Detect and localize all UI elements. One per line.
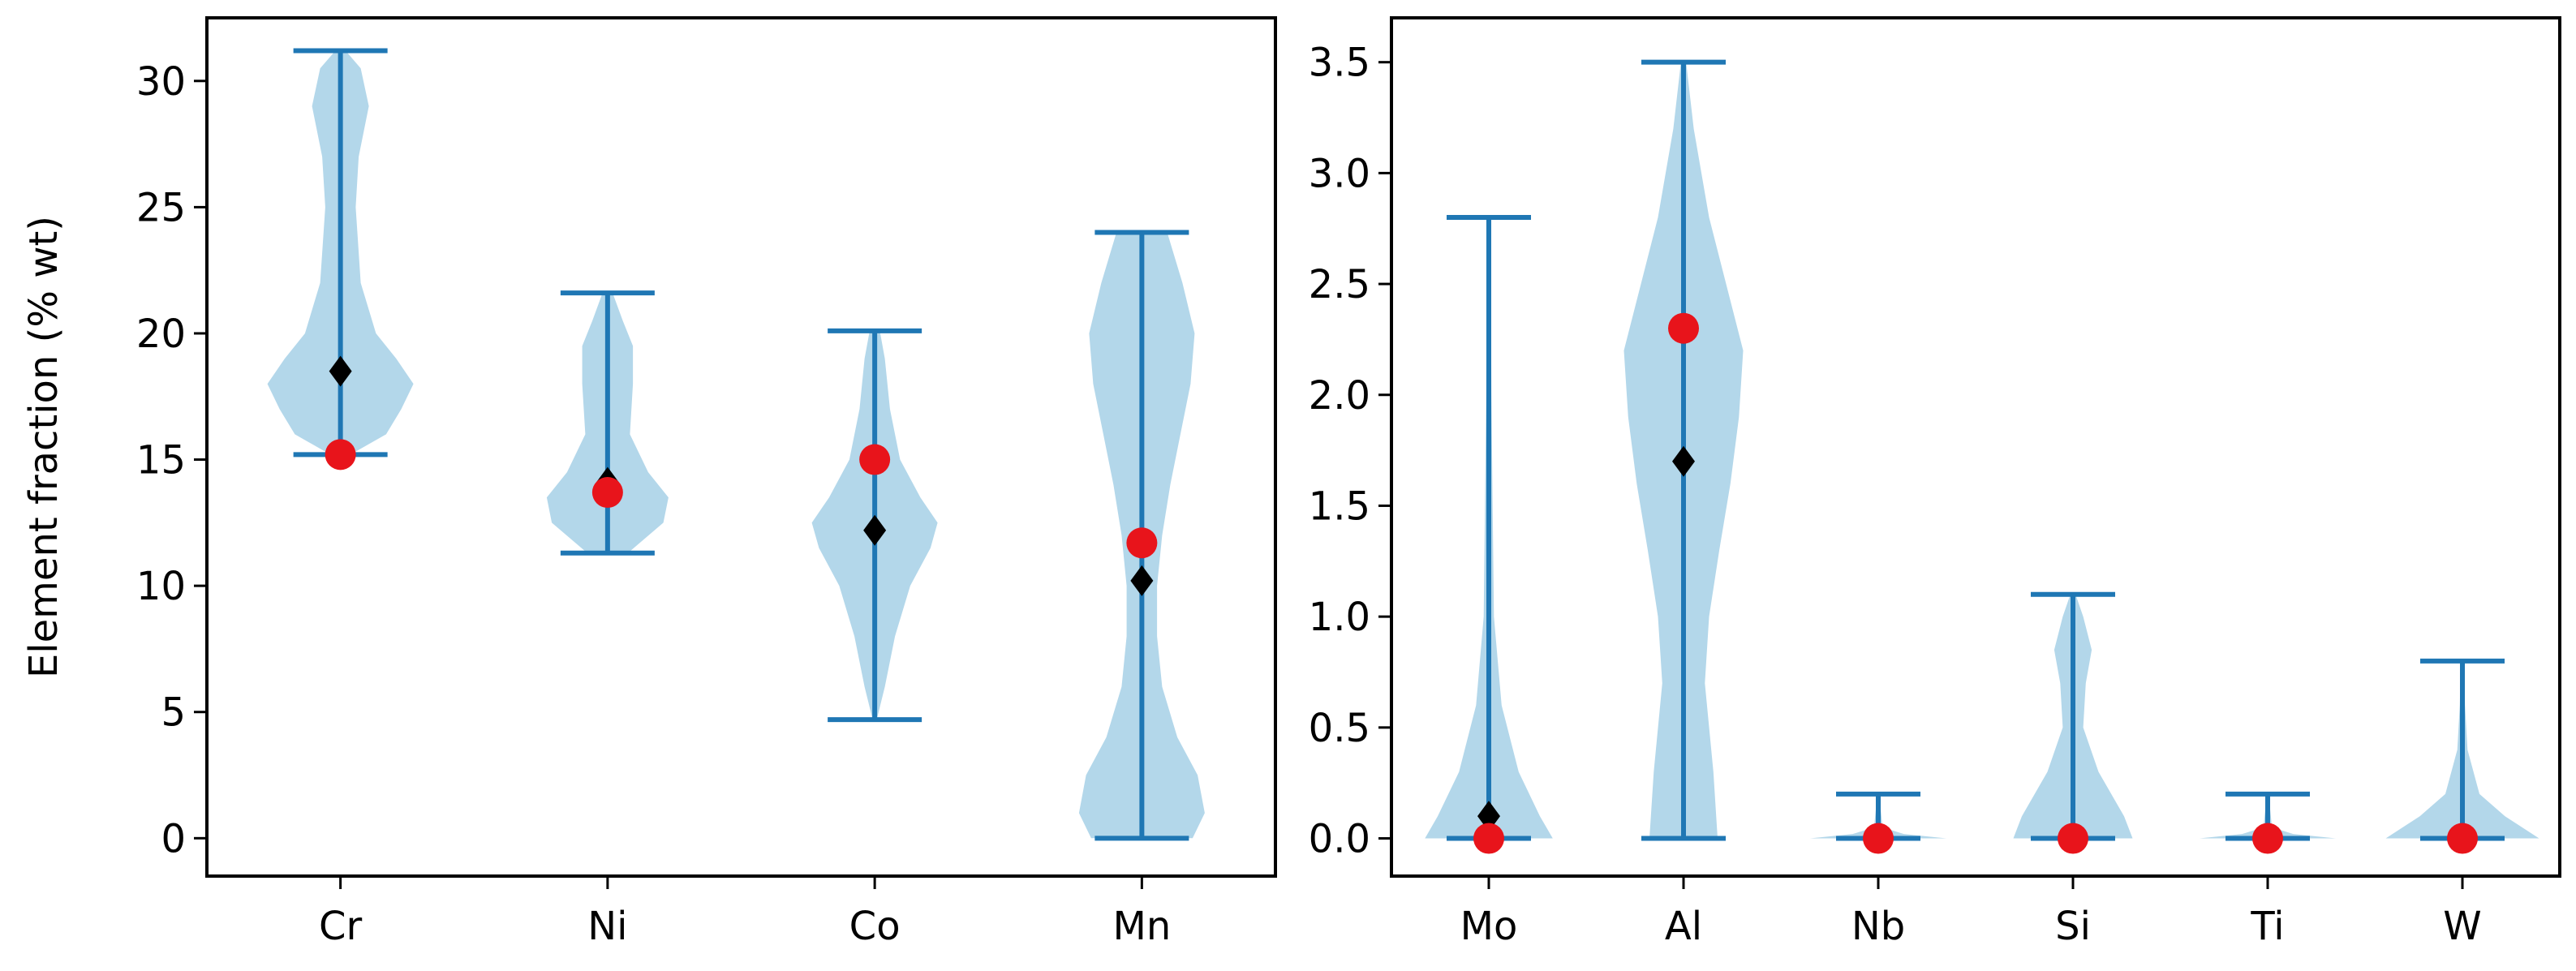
right-ytick-label: 3.0 xyxy=(1309,151,1370,196)
left-ytick-label: 10 xyxy=(136,564,186,609)
left-panel-major-elements: 0 5 10 15 20 25 30 Cr Ni Co Mn Element fraction (… xyxy=(21,16,1277,949)
left-ytick-label: 5 xyxy=(161,690,186,736)
xtick-label-ti: Ti xyxy=(2250,904,2284,949)
median-marker-mo xyxy=(1477,801,1500,832)
xtick-label-ni: Ni xyxy=(587,904,627,949)
xtick-label-w: W xyxy=(2443,904,2481,949)
right-plot-frame xyxy=(1390,16,2561,878)
left-ytick-label: 30 xyxy=(136,59,186,105)
left-ytick-label: 15 xyxy=(136,438,186,483)
xtick-label-co: Co xyxy=(849,904,901,949)
median-marker-mn xyxy=(1130,565,1154,596)
xtick-label-al: Al xyxy=(1665,904,1702,949)
highlight-point-si xyxy=(2058,823,2088,854)
median-marker-co xyxy=(863,514,887,546)
left-y-axis-label: Element fraction (% wt) xyxy=(21,216,67,678)
xtick-label-nb: Nb xyxy=(1851,904,1905,949)
highlight-point-co xyxy=(859,444,891,475)
left-ytick-label: 20 xyxy=(136,311,186,357)
left-ytick-label: 0 xyxy=(161,816,186,861)
xtick-label-si: Si xyxy=(2055,904,2091,949)
highlight-point-cr xyxy=(325,439,356,470)
median-marker-al xyxy=(1672,445,1695,477)
xtick-label-cr: Cr xyxy=(319,904,363,949)
highlight-point-nb xyxy=(1863,823,1894,854)
median-marker-cr xyxy=(329,355,352,387)
right-ytick-label: 3.5 xyxy=(1309,41,1370,86)
xtick-label-mn: Mn xyxy=(1112,904,1171,949)
left-plot-frame xyxy=(205,16,1277,878)
highlight-point-mn xyxy=(1126,527,1158,559)
xtick-label-mo: Mo xyxy=(1460,904,1518,949)
highlight-point-ti xyxy=(2252,823,2283,854)
right-ytick-label: 1.0 xyxy=(1309,595,1370,640)
right-ytick-label: 2.0 xyxy=(1309,373,1370,419)
right-ytick-label: 1.5 xyxy=(1309,483,1370,529)
highlight-point-w xyxy=(2447,823,2478,854)
right-panel-minor-elements: 0.0 0.5 1.0 1.5 2.0 2.5 3.0 3.5 Mo Al Nb Si Ti W xyxy=(1309,16,2561,949)
left-ytick-label: 25 xyxy=(136,185,186,230)
right-ytick-label: 2.5 xyxy=(1309,262,1370,307)
highlight-point-al xyxy=(1668,312,1699,344)
right-ytick-label: 0.0 xyxy=(1309,817,1370,862)
highlight-point-mo xyxy=(1473,823,1504,854)
right-ytick-label: 0.5 xyxy=(1309,706,1370,751)
highlight-point-ni xyxy=(591,477,623,509)
